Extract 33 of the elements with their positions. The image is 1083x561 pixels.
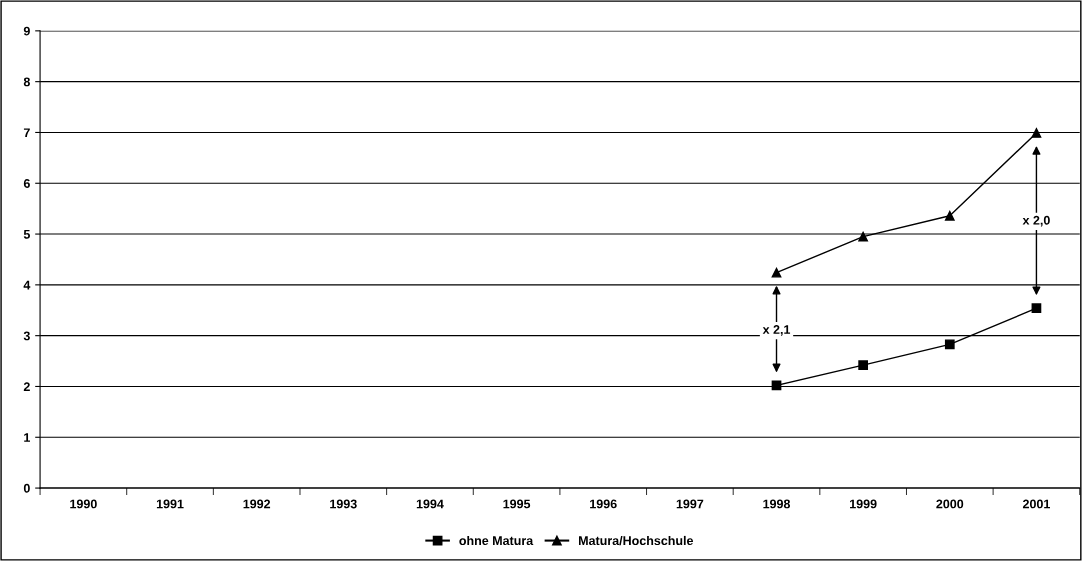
point	[858, 231, 869, 242]
x-tick-label: 1992	[243, 499, 271, 509]
point	[858, 360, 869, 370]
x-tick-label: 1991	[156, 499, 184, 509]
point	[1031, 303, 1042, 314]
x-tick-label: 2000	[936, 499, 964, 509]
point	[944, 210, 955, 221]
x-tick-label: 1994	[416, 499, 444, 509]
x-tick-label: 1990	[70, 499, 97, 509]
y-tick-label: 4	[23, 280, 31, 290]
x-tick-label: 1997	[676, 499, 704, 509]
y-tick-label: 1	[24, 433, 30, 442]
x-tick-label: 1996	[590, 499, 617, 509]
y-tick-label: 3	[23, 331, 30, 341]
x-tick-label: 1998	[763, 499, 791, 509]
x-tick-label: 2001	[1022, 499, 1050, 509]
point	[771, 267, 782, 278]
point	[944, 339, 955, 350]
y-tick-label: 6	[23, 179, 30, 188]
y-tick-label: 5	[23, 229, 30, 239]
point	[1031, 128, 1042, 138]
x-tick-label: 1995	[503, 499, 531, 509]
annotation: x 2,0	[1022, 215, 1050, 227]
x-tick-label: 1993	[330, 499, 357, 509]
annotation: x 2,1	[762, 325, 791, 336]
y-tick-label: 8	[23, 77, 30, 87]
y-tick-label: 0	[23, 483, 30, 493]
legend-label: ohne Matura	[459, 535, 534, 546]
x-tick-label: 1999	[850, 499, 877, 509]
legend-label: Matura/Hochschule	[579, 535, 694, 546]
y-tick-label: 9	[23, 26, 30, 36]
y-tick-label: 2	[23, 382, 30, 391]
y-tick-label: 7	[23, 128, 30, 137]
